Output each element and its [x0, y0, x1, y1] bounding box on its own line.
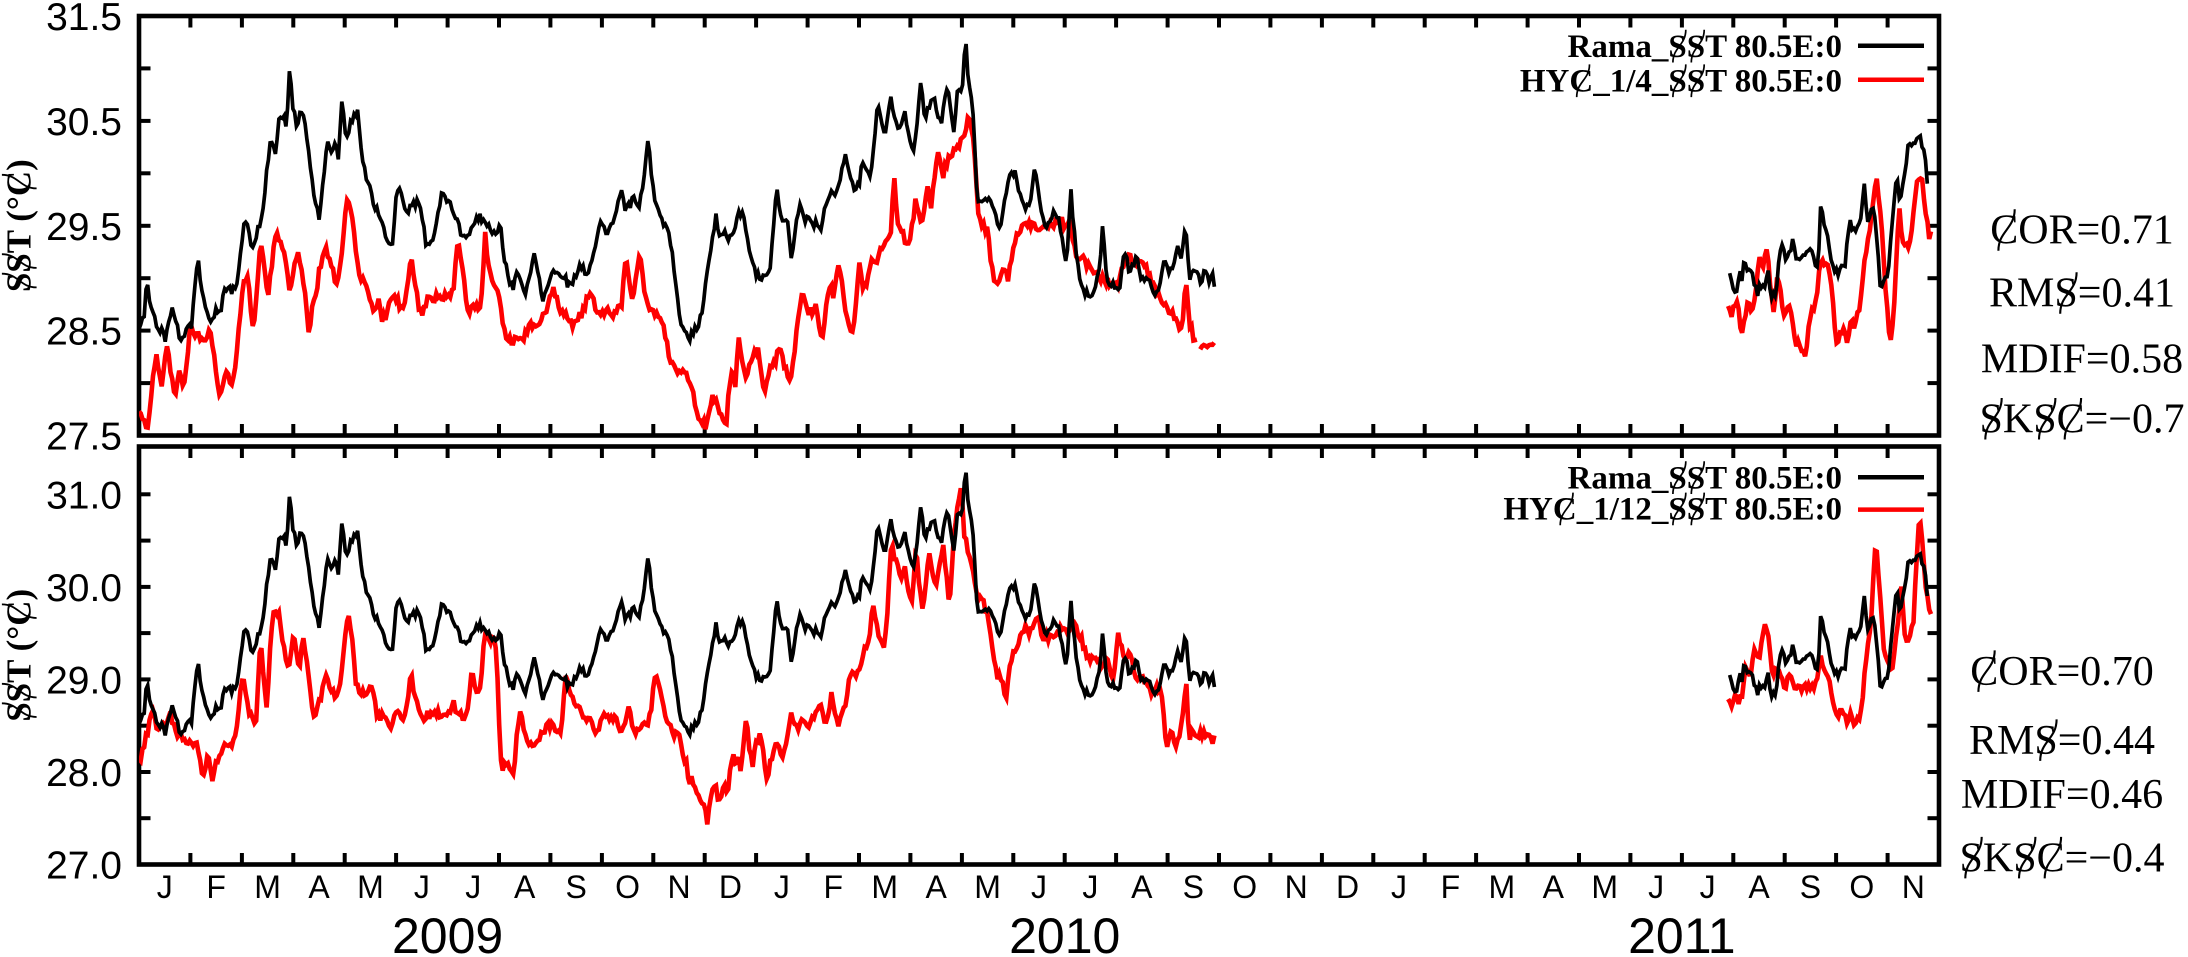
svg-text:S: S: [565, 869, 586, 905]
svg-text:2010: 2010: [1009, 908, 1120, 957]
svg-text:M: M: [357, 869, 384, 905]
svg-text:31.0: 31.0: [46, 474, 122, 517]
svg-text:RMS=0.41: RMS=0.41: [1989, 271, 2175, 317]
svg-text:M: M: [974, 869, 1001, 905]
svg-text:HYC_1/4_SST 80.5E:0: HYC_1/4_SST 80.5E:0: [1520, 64, 1842, 100]
svg-text:M: M: [254, 869, 281, 905]
svg-text:M: M: [1489, 869, 1516, 905]
svg-text:31.5: 31.5: [46, 0, 122, 39]
svg-text:F: F: [1441, 869, 1461, 905]
svg-text:N: N: [667, 869, 690, 905]
svg-text:O: O: [1849, 869, 1874, 905]
svg-text:A: A: [514, 869, 536, 905]
svg-text:D: D: [719, 869, 742, 905]
svg-text:MDIF=0.58: MDIF=0.58: [1981, 336, 2183, 382]
svg-text:A: A: [1543, 869, 1565, 905]
svg-text:COR=0.70: COR=0.70: [1970, 649, 2154, 695]
svg-text:2009: 2009: [392, 908, 503, 957]
svg-text:F: F: [824, 869, 844, 905]
svg-text:29.5: 29.5: [46, 206, 122, 249]
svg-text:S: S: [1800, 869, 1821, 905]
svg-text:Rama_SST 80.5E:0: Rama_SST 80.5E:0: [1568, 460, 1842, 496]
svg-text:D: D: [1336, 869, 1359, 905]
svg-text:SKSC=−0.4: SKSC=−0.4: [1960, 835, 2165, 881]
svg-text:27.0: 27.0: [46, 845, 122, 888]
svg-text:RMS=0.44: RMS=0.44: [1969, 718, 2155, 764]
svg-text:27.5: 27.5: [46, 416, 122, 459]
svg-text:SKSC=−0.7: SKSC=−0.7: [1980, 396, 2185, 442]
svg-text:A: A: [308, 869, 330, 905]
svg-text:A: A: [1131, 869, 1153, 905]
svg-text:S: S: [1183, 869, 1204, 905]
svg-text:J: J: [1648, 869, 1664, 905]
svg-text:J: J: [1082, 869, 1098, 905]
svg-text:J: J: [157, 869, 173, 905]
svg-text:30.0: 30.0: [46, 567, 122, 610]
svg-text:29.0: 29.0: [46, 660, 122, 703]
svg-text:J: J: [1031, 869, 1047, 905]
svg-text:SST (°C): SST (°C): [0, 589, 39, 722]
svg-text:N: N: [1285, 869, 1308, 905]
svg-text:28.5: 28.5: [46, 311, 122, 354]
svg-text:2011: 2011: [1628, 908, 1736, 957]
svg-text:J: J: [414, 869, 430, 905]
svg-text:O: O: [615, 869, 640, 905]
svg-text:N: N: [1902, 869, 1925, 905]
svg-text:M: M: [1591, 869, 1618, 905]
svg-text:A: A: [925, 869, 947, 905]
svg-text:SST (°C): SST (°C): [0, 159, 39, 292]
svg-text:F: F: [206, 869, 226, 905]
svg-text:Rama_SST 80.5E:0: Rama_SST 80.5E:0: [1568, 29, 1842, 65]
svg-text:J: J: [1700, 869, 1716, 905]
svg-text:28.0: 28.0: [46, 752, 122, 795]
svg-text:M: M: [871, 869, 898, 905]
svg-text:MDIF=0.46: MDIF=0.46: [1961, 772, 2163, 818]
svg-text:COR=0.71: COR=0.71: [1990, 208, 2174, 254]
svg-text:A: A: [1748, 869, 1770, 905]
svg-text:O: O: [1232, 869, 1257, 905]
svg-text:J: J: [1391, 869, 1407, 905]
svg-text:J: J: [774, 869, 790, 905]
svg-text:30.5: 30.5: [46, 101, 122, 144]
svg-text:J: J: [465, 869, 481, 905]
